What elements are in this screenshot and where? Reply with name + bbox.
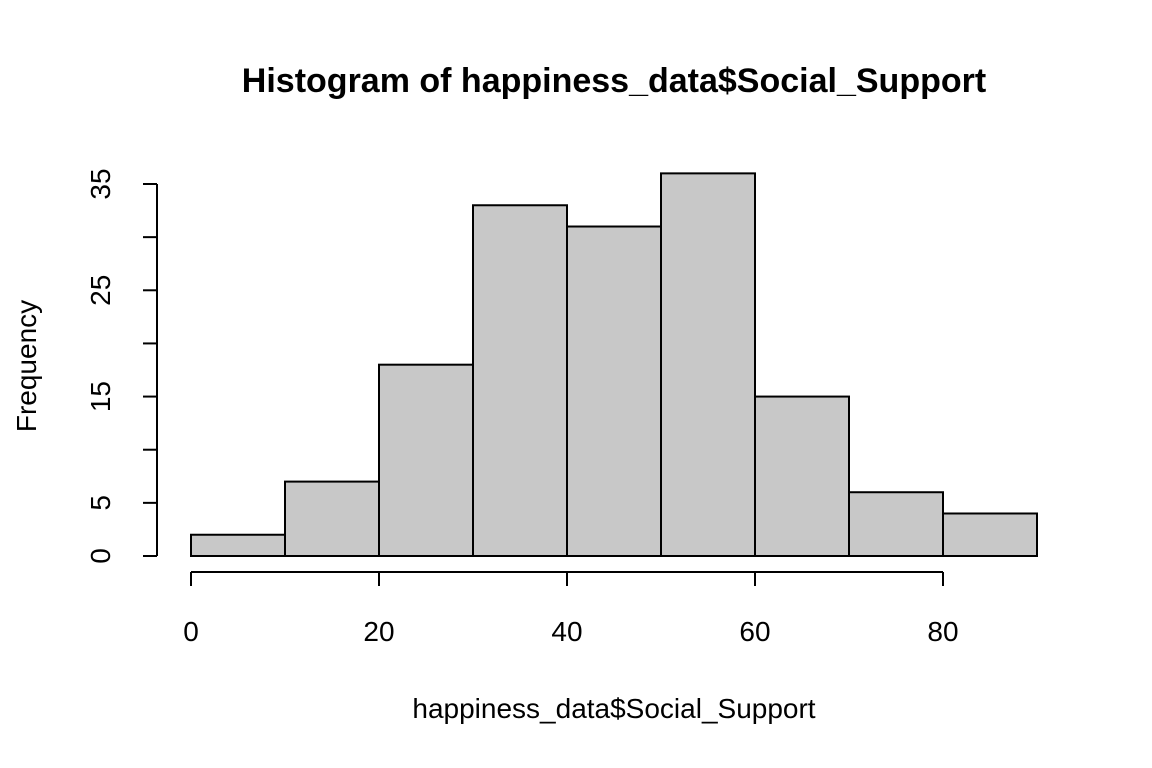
histogram-bar-2 [378, 363, 474, 557]
histogram-bars [190, 172, 1038, 558]
histogram-bar-0 [190, 533, 286, 558]
x-tick-label-3: 60 [739, 616, 770, 647]
x-axis: 0 20 40 60 80 [183, 571, 959, 647]
histogram-bar-6 [754, 395, 850, 558]
histogram-bar-8 [942, 512, 1038, 558]
y-tick-label-7: 35 [85, 168, 116, 199]
y-axis: 0 5 15 25 35 [85, 168, 158, 564]
chart-title: Histogram of happiness_data$Social_Suppo… [242, 62, 986, 100]
y-tick-label-3: 15 [85, 381, 116, 412]
x-tick-label-1: 20 [363, 616, 394, 647]
histogram-bar-7 [848, 491, 944, 558]
y-tick-label-0: 0 [85, 548, 116, 564]
y-tick-label-5: 25 [85, 275, 116, 306]
y-tick-label-1: 5 [85, 495, 116, 511]
histogram-bar-5 [660, 172, 756, 557]
histogram-bar-1 [284, 480, 380, 558]
histogram-bar-4 [566, 225, 662, 557]
x-tick-label-4: 80 [927, 616, 958, 647]
y-axis-label: Frequency [11, 300, 42, 432]
x-tick-label-0: 0 [183, 616, 199, 647]
histogram-bar-3 [472, 204, 568, 557]
x-tick-label-2: 40 [551, 616, 582, 647]
x-axis-label: happiness_data$Social_Support [412, 693, 815, 724]
